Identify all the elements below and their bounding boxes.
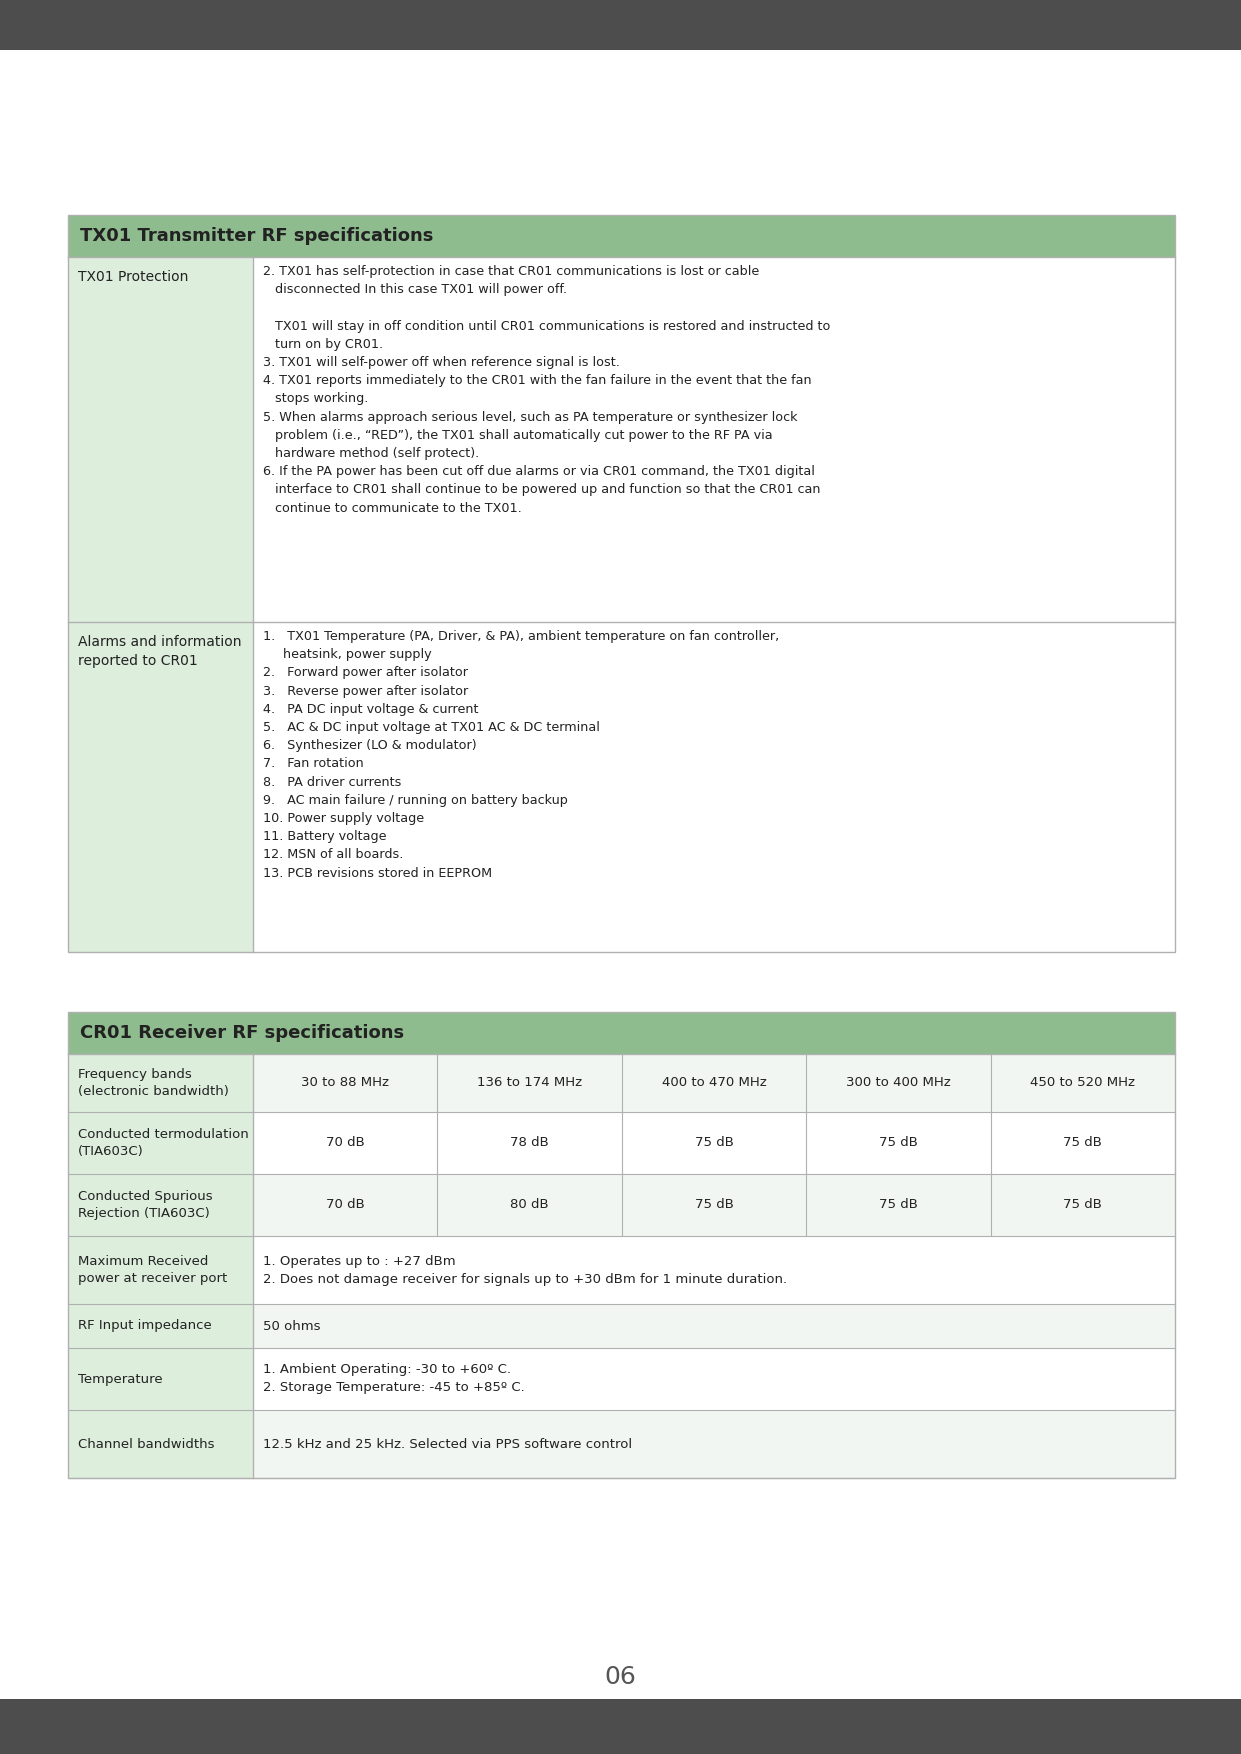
Bar (253, 1410, 1175, 1479)
Text: 70 dB: 70 dB (326, 1198, 365, 1212)
Bar (68, 216, 1175, 258)
Text: TX01 Transmitter RF specifications: TX01 Transmitter RF specifications (79, 226, 433, 246)
Bar (253, 1054, 437, 1112)
Text: Maximum Received
power at receiver port: Maximum Received power at receiver port (78, 1256, 227, 1286)
Text: Conducted termodulation
(TIA603C): Conducted termodulation (TIA603C) (78, 1128, 248, 1158)
Text: 75 dB: 75 dB (695, 1137, 733, 1149)
Text: 400 to 470 MHz: 400 to 470 MHz (661, 1077, 767, 1089)
Bar (253, 1237, 1175, 1303)
Text: Temperature: Temperature (78, 1372, 163, 1386)
Text: TX01 Protection: TX01 Protection (78, 270, 189, 284)
Text: 300 to 400 MHz: 300 to 400 MHz (846, 1077, 951, 1089)
Bar (68, 1303, 253, 1349)
Bar (807, 1054, 990, 1112)
Bar (0, 0, 1241, 51)
Bar (68, 258, 253, 623)
Bar (253, 1349, 1175, 1410)
Bar (253, 1173, 437, 1237)
Text: Conducted Spurious
Rejection (TIA603C): Conducted Spurious Rejection (TIA603C) (78, 1189, 212, 1221)
Bar (253, 1112, 437, 1173)
Text: 50 ohms: 50 ohms (263, 1319, 320, 1333)
Bar (990, 1054, 1175, 1112)
Text: 12.5 kHz and 25 kHz. Selected via PPS software control: 12.5 kHz and 25 kHz. Selected via PPS so… (263, 1438, 632, 1451)
Bar (68, 216, 1175, 952)
Bar (253, 258, 1175, 623)
Bar (68, 1012, 1175, 1479)
Bar (622, 1054, 807, 1112)
Text: 80 dB: 80 dB (510, 1198, 549, 1212)
Bar (437, 1054, 622, 1112)
Text: 70 dB: 70 dB (326, 1137, 365, 1149)
Bar (807, 1112, 990, 1173)
Bar (68, 1410, 253, 1479)
Bar (807, 1173, 990, 1237)
Bar (68, 1012, 1175, 1054)
Text: 1. Ambient Operating: -30 to +60º C.
2. Storage Temperature: -45 to +85º C.: 1. Ambient Operating: -30 to +60º C. 2. … (263, 1363, 525, 1394)
Bar (990, 1112, 1175, 1173)
Text: Frequency bands
(electronic bandwidth): Frequency bands (electronic bandwidth) (78, 1068, 228, 1098)
Bar (68, 1054, 253, 1112)
Text: 2. TX01 has self-protection in case that CR01 communications is lost or cable
  : 2. TX01 has self-protection in case that… (263, 265, 830, 514)
Text: Channel bandwidths: Channel bandwidths (78, 1438, 215, 1451)
Bar (253, 623, 1175, 952)
Bar (68, 1237, 253, 1303)
Bar (68, 1173, 253, 1237)
Text: 78 dB: 78 dB (510, 1137, 549, 1149)
Text: 75 dB: 75 dB (879, 1198, 918, 1212)
Bar (68, 1112, 253, 1173)
Text: 30 to 88 MHz: 30 to 88 MHz (302, 1077, 390, 1089)
Text: CR01 Receiver RF specifications: CR01 Receiver RF specifications (79, 1024, 405, 1042)
Bar (990, 1173, 1175, 1237)
Text: 450 to 520 MHz: 450 to 520 MHz (1030, 1077, 1136, 1089)
Text: 1. Operates up to : +27 dBm
2. Does not damage receiver for signals up to +30 dB: 1. Operates up to : +27 dBm 2. Does not … (263, 1254, 787, 1286)
Text: RF Input impedance: RF Input impedance (78, 1319, 212, 1333)
Text: 1.   TX01 Temperature (PA, Driver, & PA), ambient temperature on fan controller,: 1. TX01 Temperature (PA, Driver, & PA), … (263, 630, 779, 879)
Bar (622, 1173, 807, 1237)
Bar (68, 623, 253, 952)
Text: 75 dB: 75 dB (1064, 1137, 1102, 1149)
Bar (0, 1700, 1241, 1754)
Bar (622, 1112, 807, 1173)
Text: 75 dB: 75 dB (695, 1198, 733, 1212)
Bar (68, 1349, 253, 1410)
Text: 136 to 174 MHz: 136 to 174 MHz (477, 1077, 582, 1089)
Text: Alarms and information
reported to CR01: Alarms and information reported to CR01 (78, 635, 242, 668)
Text: 75 dB: 75 dB (1064, 1198, 1102, 1212)
Bar (437, 1112, 622, 1173)
Bar (253, 1303, 1175, 1349)
Text: 06: 06 (604, 1665, 637, 1689)
Text: 75 dB: 75 dB (879, 1137, 918, 1149)
Bar (437, 1173, 622, 1237)
